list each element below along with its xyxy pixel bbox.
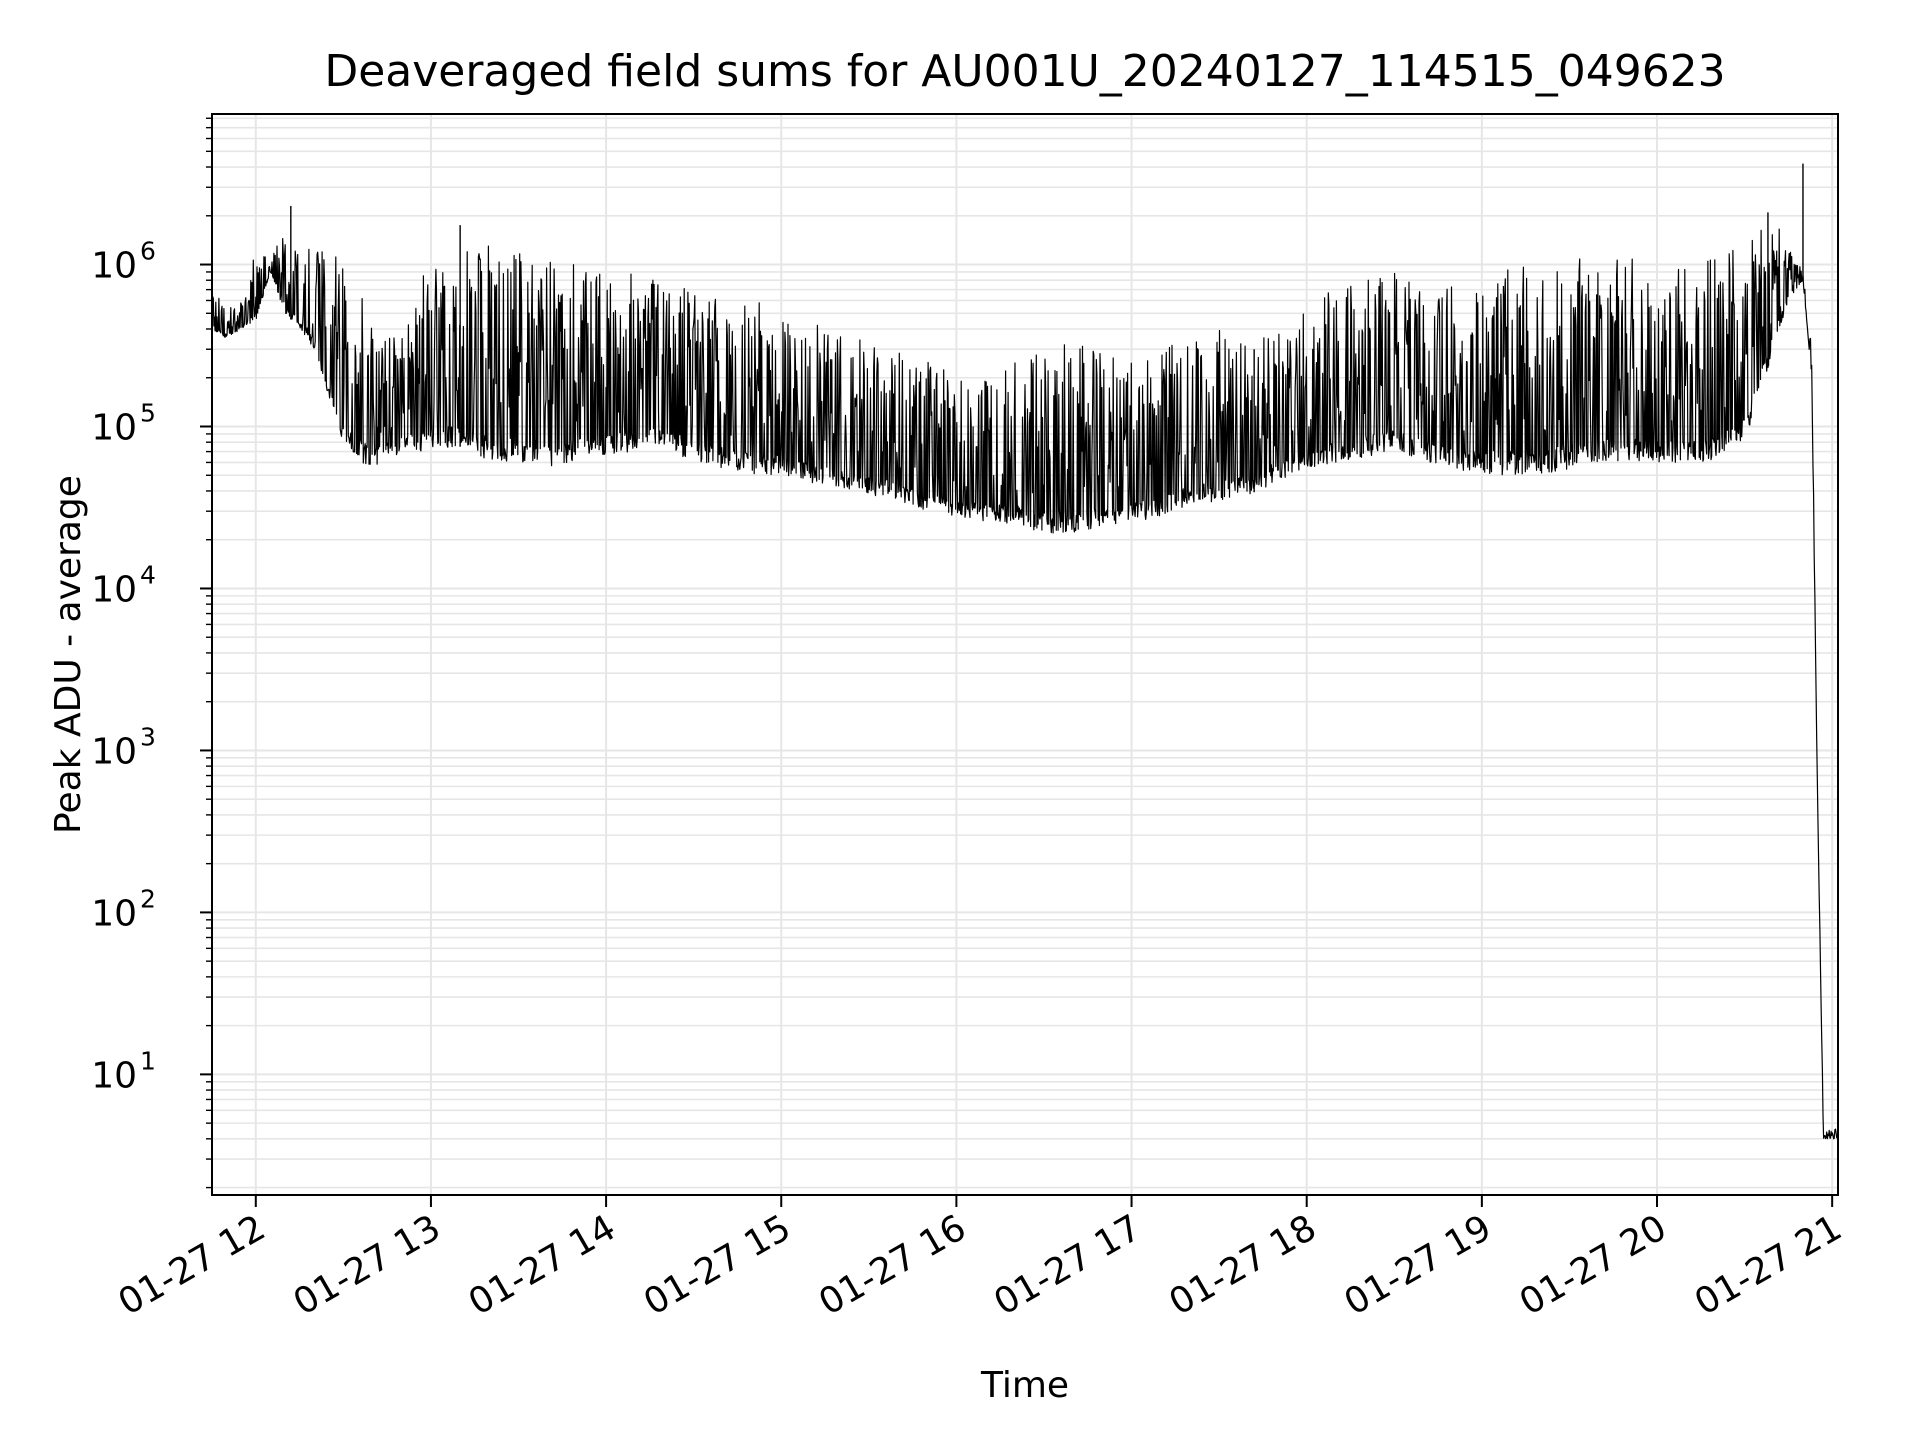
- y-tick-base: 10: [91, 408, 137, 449]
- y-tick-exponent: 2: [140, 884, 156, 913]
- y-tick-label: 10: [91, 246, 137, 287]
- y-tick-exponent: 6: [140, 237, 156, 266]
- y-tick-label: 10: [91, 569, 137, 610]
- y-tick-exponent: 4: [140, 560, 156, 589]
- y-axis-label: Peak ADU - average: [48, 475, 89, 834]
- y-tick-base: 10: [91, 893, 137, 934]
- plot-frame: [211, 113, 1839, 1196]
- y-tick-exponent: 3: [140, 722, 156, 751]
- y-tick-label: 10: [91, 1055, 137, 1096]
- series-line: [211, 228, 1839, 1140]
- chart-title: Deaveraged field sums for AU001U_2024012…: [324, 46, 1725, 97]
- y-tick-base: 10: [91, 246, 137, 287]
- series-layer: [211, 163, 1839, 1140]
- y-tick-label: 10: [91, 731, 137, 772]
- y-tick-base: 10: [91, 731, 137, 772]
- y-tick-label: 10: [91, 893, 137, 934]
- y-tick-exponent: 5: [140, 399, 156, 428]
- y-tick-label: 10: [91, 408, 137, 449]
- y-tick-exponent: 1: [140, 1046, 156, 1075]
- x-axis-label: Time: [980, 1365, 1069, 1406]
- y-tick-base: 10: [91, 569, 137, 610]
- y-tick-base: 10: [91, 1055, 137, 1096]
